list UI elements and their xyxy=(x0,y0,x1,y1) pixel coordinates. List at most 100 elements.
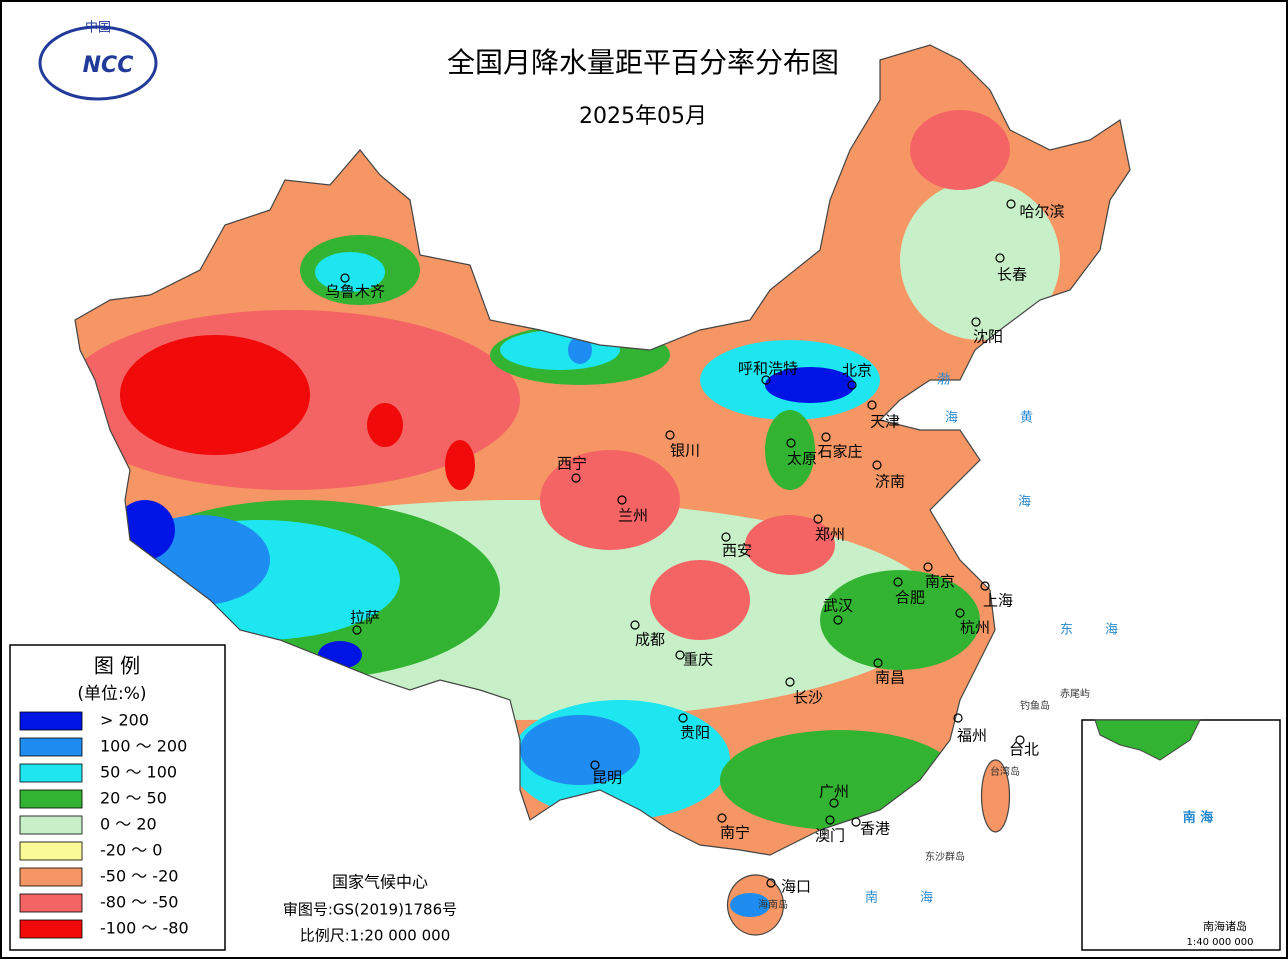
city-label: 南宁 xyxy=(720,824,750,842)
city-marker xyxy=(851,817,861,827)
legend-swatch xyxy=(19,711,83,731)
city-marker xyxy=(1006,199,1016,209)
island-label: 东沙群岛 xyxy=(925,850,965,863)
footer-scale: 比例尺:1:20 000 000 xyxy=(300,927,451,945)
city-label: 澳门 xyxy=(815,827,845,845)
city-marker xyxy=(833,615,843,625)
city-label: 乌鲁木齐 xyxy=(325,283,385,301)
city-marker xyxy=(766,878,776,888)
sea-label: 东 xyxy=(1060,623,1073,638)
city-marker xyxy=(873,658,883,668)
logo-top: 中国 xyxy=(85,21,111,36)
city-marker xyxy=(867,400,877,410)
island-label: 赤尾屿 xyxy=(1060,688,1090,700)
legend-swatch xyxy=(19,841,83,861)
city-label: 上海 xyxy=(983,592,1013,610)
city-label: 长春 xyxy=(997,266,1027,284)
city-label: 石家庄 xyxy=(817,443,862,461)
legend-swatch xyxy=(19,867,83,887)
legend-label: 20 ～ 50 xyxy=(100,789,167,808)
sea-label: 海 xyxy=(945,411,958,426)
city-marker xyxy=(995,253,1005,263)
island-label: 海南岛 xyxy=(758,898,788,911)
legend-label: > 200 xyxy=(100,711,149,730)
city-label: 香港 xyxy=(860,820,890,838)
city-marker xyxy=(786,438,796,448)
city-label: 北京 xyxy=(842,362,872,380)
city-label: 太原 xyxy=(787,450,817,468)
sea-label: 渤 xyxy=(937,372,950,388)
legend-label: -100 ～ -80 xyxy=(100,919,189,938)
city-marker xyxy=(590,760,600,770)
city-label: 杭州 xyxy=(960,619,990,637)
island-label: 钓鱼岛 xyxy=(1020,699,1050,712)
city-label: 呼和浩特 xyxy=(738,360,798,378)
city-marker xyxy=(761,375,771,385)
sea-label: 黄 xyxy=(1020,411,1033,426)
city-label: 武汉 xyxy=(823,597,853,615)
city-label: 西宁 xyxy=(557,455,587,473)
city-marker xyxy=(721,532,731,542)
city-label: 哈尔滨 xyxy=(1019,203,1064,221)
legend-swatch xyxy=(19,893,83,913)
inset-scale: 1:40 000 000 xyxy=(1187,937,1254,948)
city-marker xyxy=(923,562,933,572)
city-marker xyxy=(630,620,640,630)
legend-swatch xyxy=(19,763,83,783)
logo: 中国 NCC xyxy=(38,21,158,101)
sea-label: 海 xyxy=(1105,623,1118,638)
legend-label: 100 ～ 200 xyxy=(100,737,187,756)
city-marker xyxy=(571,473,581,483)
city-label: 台北 xyxy=(1009,741,1039,759)
city-label: 银川 xyxy=(670,442,700,460)
city-label: 南京 xyxy=(925,573,955,591)
city-marker xyxy=(971,317,981,327)
sea-label: 海 xyxy=(1018,495,1031,510)
logo-text: NCC xyxy=(83,53,134,78)
city-marker xyxy=(352,625,362,635)
city-label: 天津 xyxy=(870,413,900,431)
sea-label: 海 xyxy=(920,891,933,906)
legend-unit: (单位:%) xyxy=(77,684,146,704)
inset: 南 海 南海诸岛 1:40 000 000 xyxy=(1081,719,1281,951)
city-label: 重庆 xyxy=(683,651,713,669)
legend-swatch xyxy=(19,815,83,835)
city-marker xyxy=(617,495,627,505)
legend-swatch xyxy=(19,789,83,809)
city-label: 西安 xyxy=(722,542,752,560)
legend-label: -20 ～ 0 xyxy=(100,841,163,860)
footer-approval: 审图号:GS(2019)1786号 xyxy=(283,901,457,919)
city-label: 福州 xyxy=(957,727,987,745)
city-marker xyxy=(829,798,839,808)
city-label: 贵阳 xyxy=(680,724,710,742)
city-marker xyxy=(980,581,990,591)
city-label: 济南 xyxy=(875,473,905,491)
inset-sea: 南 海 xyxy=(1183,810,1214,826)
title: 全国月降水量距平百分率分布图 xyxy=(447,46,839,79)
city-marker xyxy=(893,577,903,587)
city-marker xyxy=(872,460,882,470)
city-label: 海口 xyxy=(781,878,811,896)
legend-label: -80 ～ -50 xyxy=(100,893,178,912)
city-label: 昆明 xyxy=(592,769,622,787)
inset-islands: 南海诸岛 xyxy=(1203,919,1247,933)
city-marker xyxy=(955,608,965,618)
city-label: 广州 xyxy=(819,783,849,801)
city-label: 兰州 xyxy=(618,507,648,525)
legend-label: -50 ～ -20 xyxy=(100,867,178,886)
city-marker xyxy=(813,514,823,524)
city-marker xyxy=(821,432,831,442)
city-label: 长沙 xyxy=(793,689,823,707)
city-marker xyxy=(675,650,685,660)
city-marker xyxy=(1015,735,1025,745)
footer-org: 国家气候中心 xyxy=(332,873,428,892)
city-label: 合肥 xyxy=(895,589,925,607)
subtitle: 2025年05月 xyxy=(579,104,707,129)
city-marker xyxy=(825,815,835,825)
legend-swatch xyxy=(19,919,83,939)
city-marker xyxy=(678,713,688,723)
legend-swatch xyxy=(19,737,83,757)
city-marker xyxy=(717,813,727,823)
